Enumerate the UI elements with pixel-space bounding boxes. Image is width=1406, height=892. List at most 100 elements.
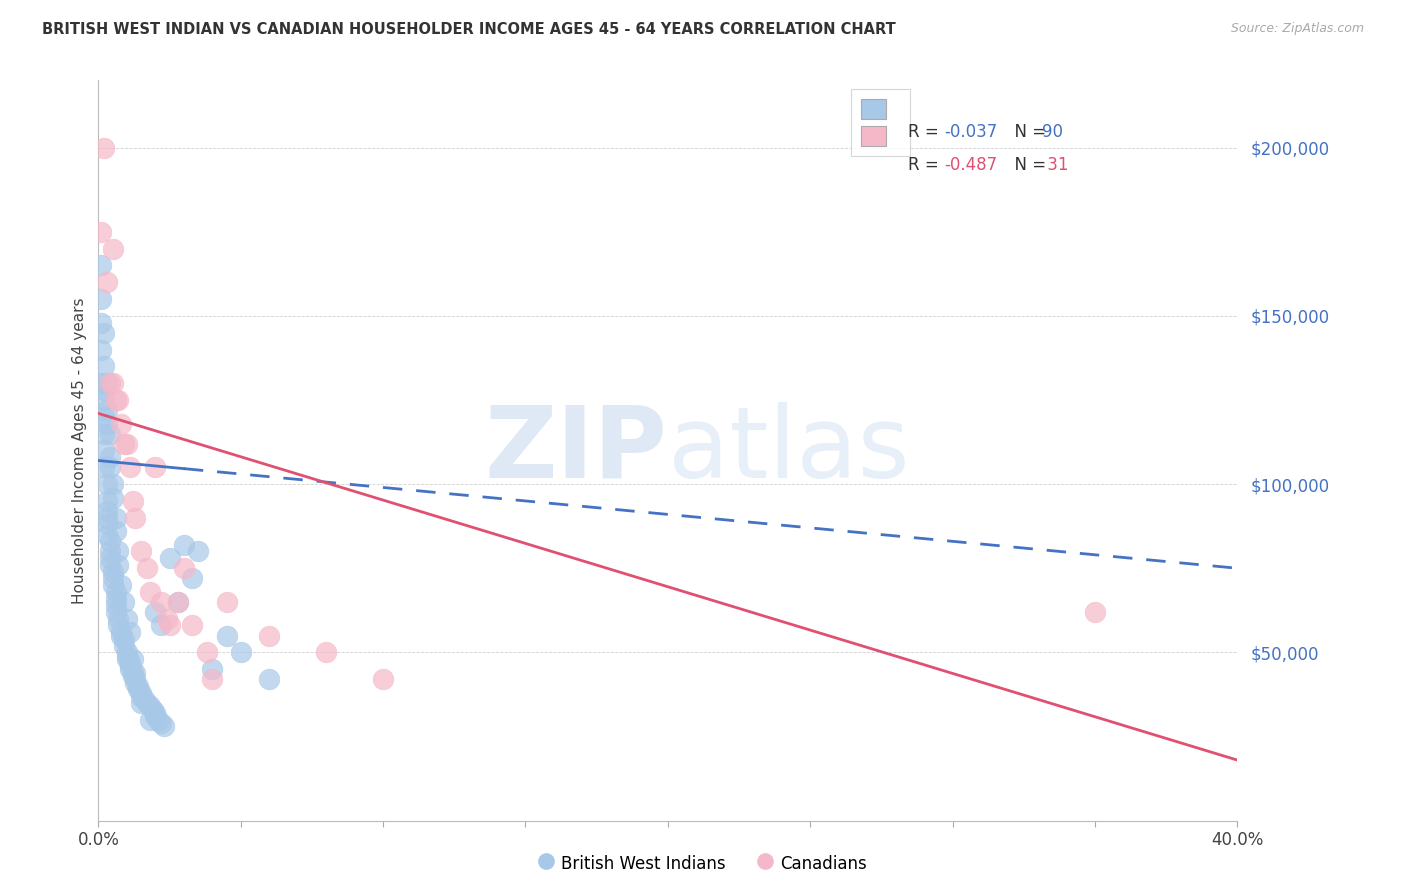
Point — [115, 612, 138, 626]
Point — [138, 713, 160, 727]
Point — [98, 460, 121, 475]
Point — [115, 436, 138, 450]
Point — [145, 605, 167, 619]
Point — [187, 544, 209, 558]
Point — [121, 665, 143, 680]
Point — [112, 632, 135, 646]
Point — [90, 259, 112, 273]
Point — [96, 403, 118, 417]
Point — [159, 551, 181, 566]
Point — [101, 477, 124, 491]
Text: N =: N = — [1004, 155, 1052, 174]
Point — [129, 689, 152, 703]
Point — [101, 578, 124, 592]
Point — [150, 618, 173, 632]
Point — [115, 648, 138, 663]
Point — [181, 618, 204, 632]
Point — [93, 443, 115, 458]
Point — [112, 595, 135, 609]
Point — [167, 595, 190, 609]
Point — [96, 517, 118, 532]
Point — [156, 612, 179, 626]
Point — [259, 628, 281, 642]
Point — [315, 645, 337, 659]
Point — [148, 713, 170, 727]
Point — [181, 571, 204, 585]
Text: N =: N = — [1004, 122, 1052, 141]
Point — [96, 275, 118, 289]
Point — [96, 504, 118, 518]
Point — [98, 544, 121, 558]
Point — [90, 225, 112, 239]
Point — [201, 662, 224, 676]
Point — [115, 652, 138, 666]
Point — [104, 524, 127, 539]
Point — [104, 605, 127, 619]
Point — [93, 383, 115, 397]
Point — [98, 450, 121, 465]
Point — [107, 558, 129, 572]
Text: 90: 90 — [1042, 122, 1063, 141]
Point — [201, 673, 224, 687]
Point — [132, 692, 155, 706]
Point — [145, 460, 167, 475]
Point — [101, 376, 124, 391]
Point — [93, 140, 115, 154]
Point — [118, 656, 141, 670]
Point — [96, 417, 118, 431]
Point — [110, 625, 132, 640]
Point — [127, 679, 149, 693]
Point — [104, 584, 127, 599]
Point — [229, 645, 252, 659]
Point — [138, 699, 160, 714]
Point — [104, 591, 127, 606]
Point — [93, 326, 115, 340]
Point — [259, 673, 281, 687]
Point — [129, 696, 152, 710]
Point — [167, 595, 190, 609]
Point — [215, 595, 238, 609]
Point — [107, 618, 129, 632]
Point — [101, 571, 124, 585]
Point — [98, 426, 121, 441]
Point — [135, 696, 157, 710]
Point — [129, 544, 152, 558]
Point — [112, 436, 135, 450]
Point — [150, 716, 173, 731]
Text: R =: R = — [908, 122, 943, 141]
Point — [101, 565, 124, 579]
Point — [135, 561, 157, 575]
Point — [127, 682, 149, 697]
Point — [118, 658, 141, 673]
Point — [159, 618, 181, 632]
Point — [90, 292, 112, 306]
Point — [93, 409, 115, 424]
Point — [124, 510, 146, 524]
Point — [98, 551, 121, 566]
Point — [107, 612, 129, 626]
Point — [124, 665, 146, 680]
Text: BRITISH WEST INDIAN VS CANADIAN HOUSEHOLDER INCOME AGES 45 - 64 YEARS CORRELATIO: BRITISH WEST INDIAN VS CANADIAN HOUSEHOL… — [42, 22, 896, 37]
Point — [104, 392, 127, 407]
Point — [121, 669, 143, 683]
Point — [98, 558, 121, 572]
Text: ZIP: ZIP — [485, 402, 668, 499]
Y-axis label: Householder Income Ages 45 - 64 years: Householder Income Ages 45 - 64 years — [72, 297, 87, 604]
Point — [90, 316, 112, 330]
Point — [118, 460, 141, 475]
Point — [93, 392, 115, 407]
Text: R =: R = — [908, 155, 943, 174]
Point — [153, 719, 176, 733]
Point — [373, 673, 395, 687]
Point — [115, 645, 138, 659]
Point — [104, 599, 127, 613]
Point — [121, 652, 143, 666]
Point — [124, 675, 146, 690]
Point — [96, 477, 118, 491]
Point — [121, 494, 143, 508]
Point — [98, 376, 121, 391]
Point — [93, 359, 115, 374]
Point — [215, 628, 238, 642]
Point — [107, 544, 129, 558]
Point — [141, 703, 163, 717]
